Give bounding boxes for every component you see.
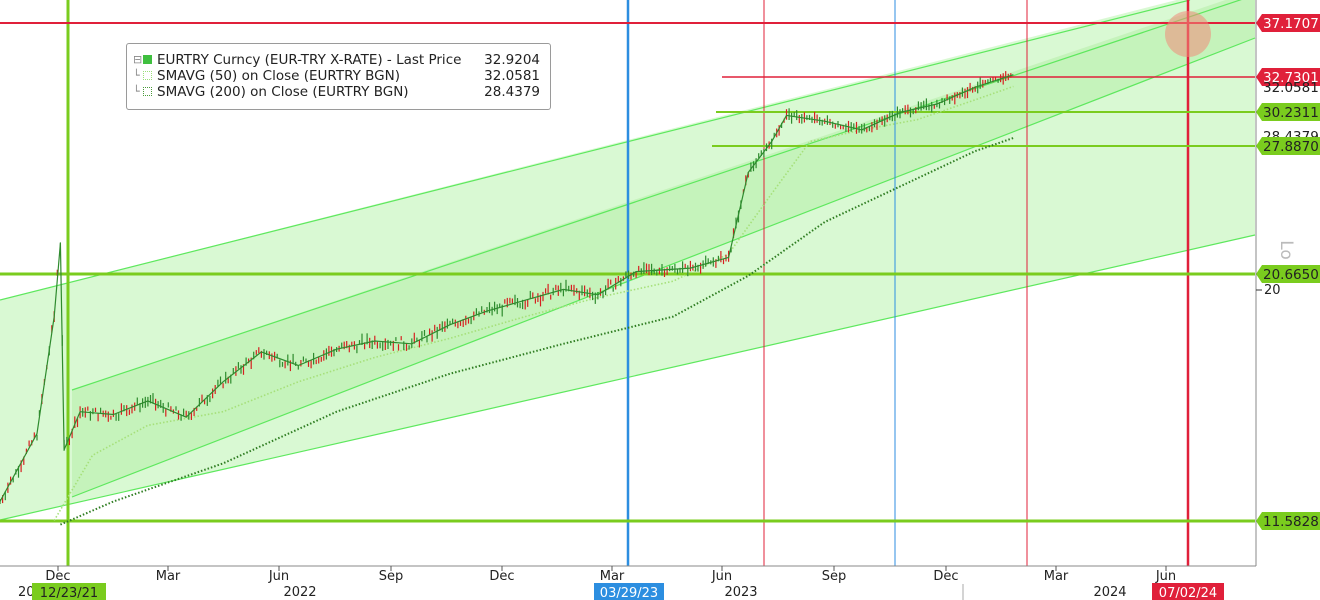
- legend-label: SMAVG (200) on Close (EURTRY BGN): [157, 84, 409, 100]
- side-axis-label: Lo: [1276, 240, 1297, 260]
- date-marker-box: [32, 583, 106, 600]
- year-label-cut: 20: [18, 585, 35, 600]
- legend-row-sma200[interactable]: └ SMAVG (200) on Close (EURTRY BGN) 28.4…: [133, 84, 544, 100]
- legend-swatch: [143, 55, 152, 64]
- channel-inner-band: [72, 0, 1255, 497]
- date-marker-box: [594, 583, 664, 600]
- tree-branch-icon: └: [133, 69, 140, 82]
- x-tick-label: Dec: [489, 569, 514, 584]
- legend-value: 32.9204: [484, 52, 540, 68]
- legend-label: SMAVG (50) on Close (EURTRY BGN): [157, 68, 400, 84]
- price-label-text: 32.7301: [1263, 70, 1319, 86]
- collapse-icon[interactable]: ⊟: [133, 53, 143, 66]
- legend-value: 28.4379: [484, 84, 540, 100]
- channel-inner-lower-line: [71, 37, 1256, 498]
- date-marker-label: 03/29/23: [600, 586, 658, 600]
- x-tick-label: Mar: [600, 569, 625, 584]
- x-tick-label: Jun: [711, 569, 732, 584]
- x-tick-label: Jun: [1155, 569, 1176, 584]
- price-label-box: [1256, 68, 1320, 86]
- year-label: 2024: [1093, 585, 1126, 600]
- price-line: [0, 74, 1014, 502]
- legend-swatch: [143, 87, 152, 96]
- price-label-box: [1256, 512, 1320, 530]
- legend-swatch: [143, 71, 152, 80]
- y-tick-label: 20: [1264, 283, 1281, 298]
- price-series: [0, 71, 1014, 526]
- price-label-box: [1256, 103, 1320, 121]
- price-label-box: [1256, 137, 1320, 155]
- price-label-text: 37.1707: [1263, 16, 1319, 32]
- horizontal-levels: [0, 11, 1255, 523]
- chart-legend[interactable]: ⊟ EURTRY Curncy (EUR-TRY X-RATE) - Last …: [126, 43, 551, 110]
- legend-value: 32.0581: [484, 68, 540, 84]
- price-labels: 37.170732.730132.058130.231128.437927.88…: [1256, 14, 1320, 530]
- tree-branch-icon: └: [133, 85, 140, 98]
- price-label-text: 20.6650: [1263, 267, 1319, 283]
- channel-upper-line: [0, 0, 1191, 301]
- legend-row-price[interactable]: ⊟ EURTRY Curncy (EUR-TRY X-RATE) - Last …: [133, 52, 544, 68]
- date-marker-box: [1152, 583, 1224, 600]
- price-label-box: [1256, 265, 1320, 283]
- x-tick-label: Sep: [379, 569, 404, 584]
- sma200-line: [60, 137, 1014, 526]
- sma50-line: [53, 85, 1014, 521]
- price-label-text: 30.2311: [1263, 105, 1319, 121]
- x-tick-label: Mar: [156, 569, 181, 584]
- vertical-markers: [66, 0, 1190, 566]
- x-tick-label: Dec: [45, 569, 70, 584]
- price-label-text: 32.0581: [1263, 80, 1319, 96]
- x-tick-label: Mar: [1044, 569, 1069, 584]
- price-label-text: 11.5828: [1263, 514, 1319, 530]
- channel-inner-upper-line: [71, 0, 1242, 391]
- price-label-text: 27.8870: [1263, 139, 1319, 155]
- x-tick-label: Dec: [933, 569, 958, 584]
- x-tick-label: Jun: [268, 569, 289, 584]
- year-label: 2023: [724, 585, 757, 600]
- date-marker-label: 12/23/21: [40, 586, 98, 600]
- highlight-circle: [1165, 11, 1211, 57]
- price-label-box: [1256, 14, 1320, 32]
- year-label: 2022: [283, 585, 316, 600]
- x-tick-label: Sep: [822, 569, 847, 584]
- legend-row-sma50[interactable]: └ SMAVG (50) on Close (EURTRY BGN) 32.05…: [133, 68, 544, 84]
- date-marker-label: 07/02/24: [1159, 586, 1217, 600]
- legend-label: EURTRY Curncy (EUR-TRY X-RATE) - Last Pr…: [157, 52, 462, 68]
